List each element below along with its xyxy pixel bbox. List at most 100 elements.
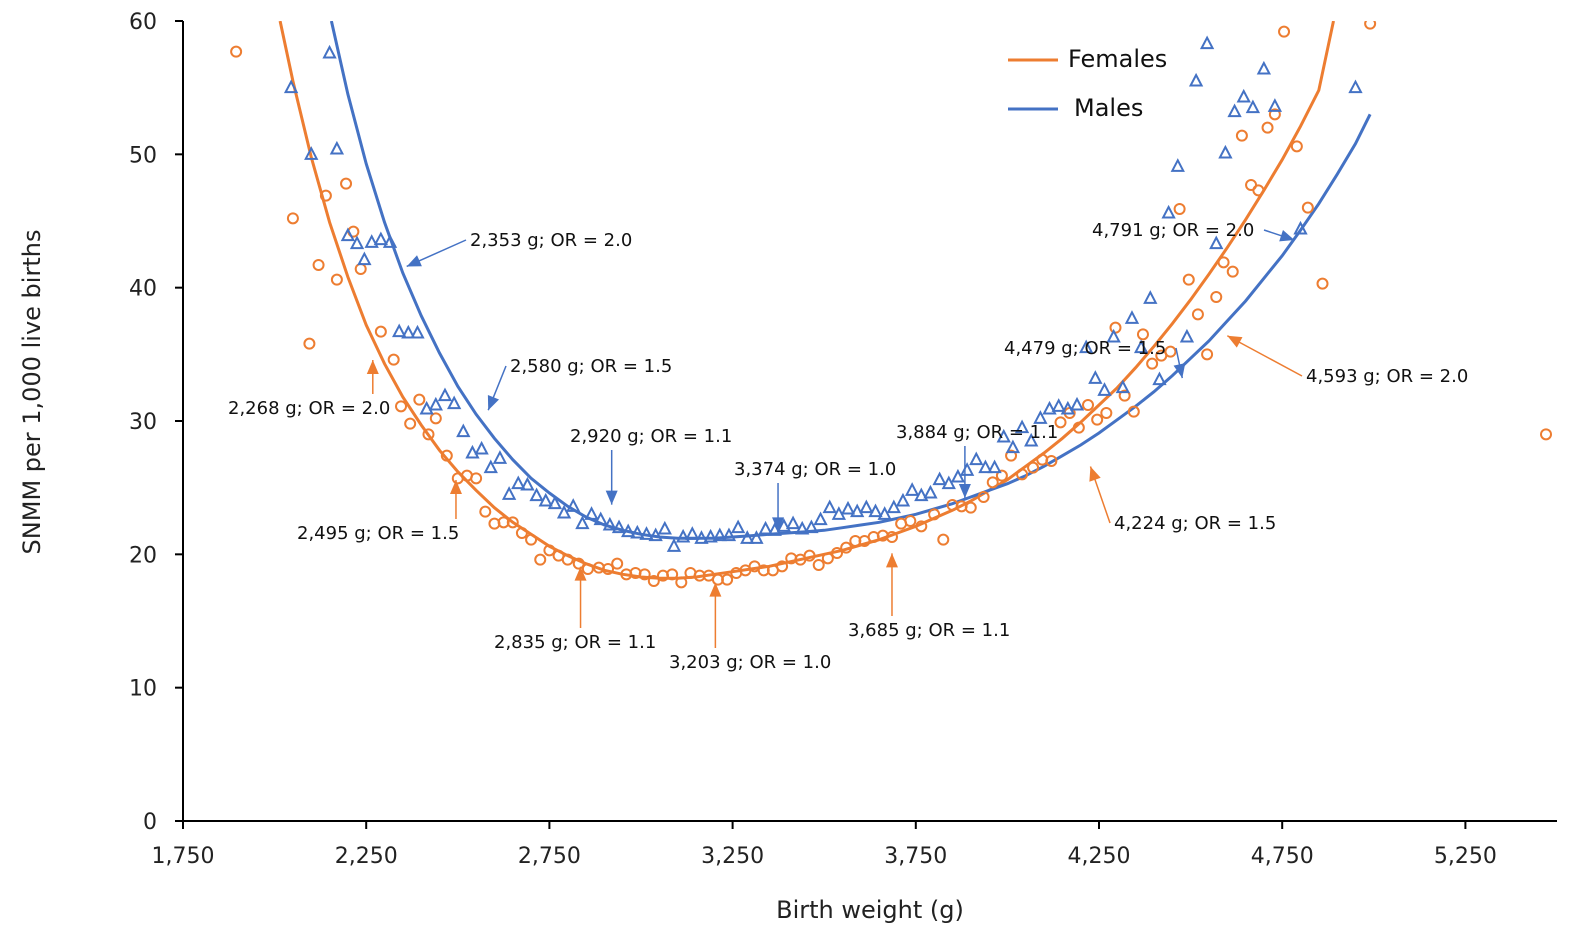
annotation-arrow-head — [574, 566, 587, 581]
point-females — [611, 557, 624, 570]
x-tick-label: 2,250 — [335, 844, 398, 869]
point-females — [404, 417, 417, 430]
annotation-arrow-head — [709, 582, 722, 597]
point-males — [1188, 72, 1204, 87]
point-females — [1201, 348, 1214, 361]
point-males — [1005, 439, 1021, 454]
point-females — [1045, 455, 1058, 467]
x-tick-label: 2,750 — [518, 844, 581, 869]
x-tick-label: 1,750 — [152, 844, 215, 869]
point-females — [1173, 203, 1186, 215]
point-males — [357, 251, 372, 266]
point-females — [1016, 468, 1029, 481]
legend-label-females: Females — [1068, 45, 1167, 73]
axes: 1,750 2,250 2,750 3,250 3,750 4,250 4,750 5,250… — [129, 10, 1557, 869]
x-tick-label: 4,750 — [1251, 844, 1314, 869]
point-females — [1164, 345, 1177, 358]
annotation-label: 2,268 g; OR = 2.0 — [228, 398, 390, 419]
point-females — [964, 501, 977, 514]
y-tick-label: 50 — [129, 143, 157, 168]
annotation-arrow-head — [1089, 466, 1101, 482]
point-males — [483, 459, 498, 474]
point-females — [395, 400, 408, 413]
point-females — [821, 552, 834, 565]
point-females — [1146, 357, 1159, 370]
annotation-arrow-head — [1279, 229, 1295, 242]
point-females — [812, 559, 825, 571]
annotation-label: 2,353 g; OR = 2.0 — [470, 230, 632, 251]
annotations: 2,353 g; OR = 2.0 2,580 g; OR = 1.5 2,920 … — [228, 220, 1468, 673]
point-males — [566, 498, 581, 512]
point-females — [1118, 389, 1131, 402]
point-males — [419, 400, 434, 415]
point-males — [1133, 339, 1149, 354]
point-males — [1033, 410, 1048, 424]
point-males — [758, 520, 773, 535]
annotation-label: 4,791 g; OR = 2.0 — [1092, 220, 1254, 241]
point-males — [456, 423, 471, 438]
point-males — [868, 503, 883, 518]
point-males — [511, 475, 526, 490]
point-males — [428, 396, 443, 411]
point-males — [785, 515, 801, 530]
point-females — [303, 337, 316, 350]
point-males — [501, 486, 517, 500]
point-females — [937, 533, 950, 546]
point-males — [538, 492, 553, 507]
point-females — [1072, 421, 1085, 434]
point-males — [437, 387, 453, 402]
point-males — [593, 511, 608, 526]
point-females — [1191, 308, 1204, 321]
annotation-arrow-head — [406, 255, 422, 267]
point-females — [977, 491, 990, 503]
point-males — [401, 324, 416, 339]
point-males — [1227, 103, 1242, 118]
annotation-arrow-head — [366, 360, 379, 374]
point-males — [446, 395, 462, 410]
annotation-label: 2,920 g; OR = 1.1 — [570, 426, 732, 447]
point-males — [630, 524, 645, 539]
point-females — [1082, 399, 1095, 411]
fit-curves — [278, 21, 1372, 580]
point-males — [529, 487, 544, 502]
point-males — [923, 484, 938, 499]
point-males — [621, 523, 636, 538]
point-females — [1268, 108, 1281, 121]
point-males — [730, 519, 746, 534]
point-males — [392, 323, 407, 338]
point-females — [572, 557, 585, 570]
fit-curve-males — [329, 21, 1372, 540]
point-males — [329, 140, 345, 155]
point-females — [506, 516, 519, 529]
legend: Females Males — [1008, 45, 1167, 122]
point-males — [666, 538, 682, 552]
x-tick-label: 5,250 — [1434, 844, 1497, 869]
annotation-label: 4,479 g; OR = 1.5 — [1004, 338, 1166, 359]
y-tick-label: 40 — [129, 277, 157, 302]
point-females — [374, 325, 387, 338]
point-females — [312, 259, 325, 271]
point-males — [1245, 99, 1261, 114]
point-females — [525, 533, 538, 546]
point-males — [1088, 370, 1103, 384]
y-tick-label: 60 — [129, 10, 157, 35]
point-males — [859, 499, 874, 514]
point-males — [1051, 398, 1066, 412]
point-females — [330, 273, 343, 286]
x-axis-title: Birth weight (g) — [776, 896, 964, 924]
point-females — [440, 449, 453, 462]
point-females — [1091, 413, 1104, 426]
point-females — [1005, 449, 1018, 462]
point-males — [1161, 204, 1176, 219]
point-males — [721, 527, 737, 542]
x-tick-label: 3,750 — [884, 844, 947, 869]
annotation-label: 3,685 g; OR = 1.1 — [848, 620, 1010, 641]
point-females — [515, 527, 528, 539]
point-males — [776, 518, 792, 532]
point-males — [1079, 339, 1094, 354]
point-females — [561, 553, 574, 566]
point-males — [1170, 158, 1185, 172]
point-females — [1261, 121, 1274, 134]
point-females — [1100, 407, 1113, 419]
point-males — [749, 530, 764, 544]
